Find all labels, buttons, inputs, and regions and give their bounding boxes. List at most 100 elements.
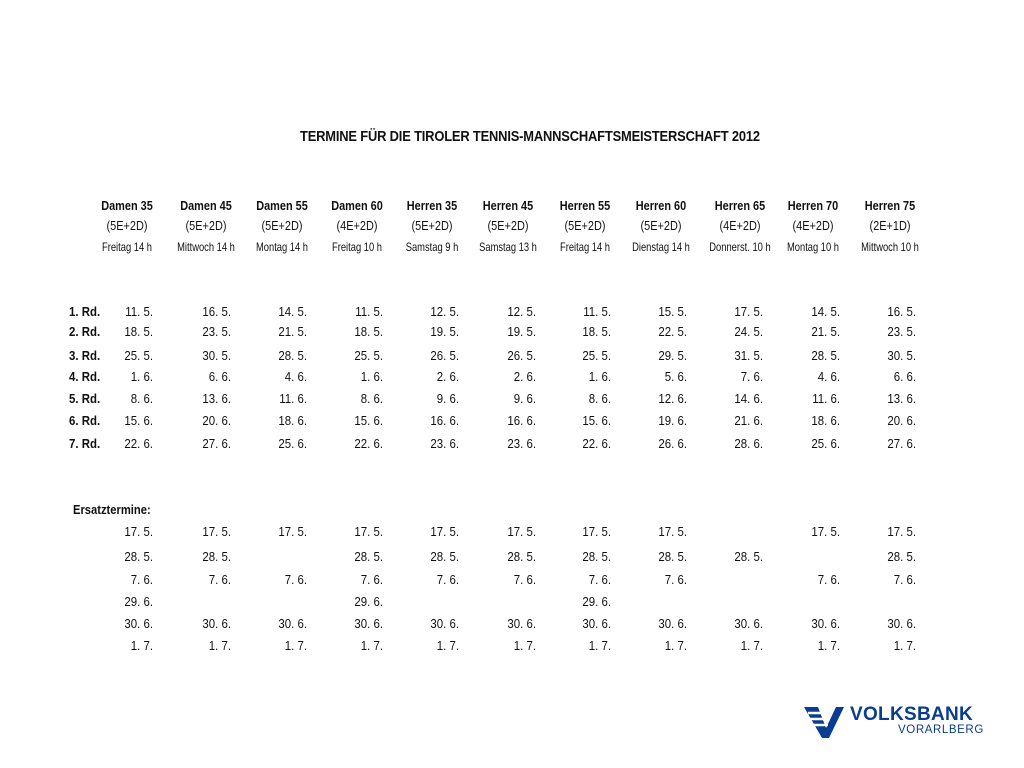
ersatz-cell: 7. 6. <box>513 572 536 587</box>
ersatz-cell: 28. 5. <box>658 549 687 564</box>
table-cell: 11. 5. <box>583 304 611 319</box>
column-header-time: Mittwoch 14 h <box>177 240 235 254</box>
table-cell: 22. 6. <box>124 436 153 451</box>
column-header-time: Montag 10 h <box>786 240 840 254</box>
table-cell: 15. 6. <box>354 413 383 428</box>
table-cell: 15. 6. <box>582 413 611 428</box>
ersatz-cell: 28. 5. <box>507 549 536 564</box>
round-label: 3. Rd. <box>69 348 101 363</box>
column-header-format: (2E+1D) <box>869 218 911 233</box>
table-cell: 12. 5. <box>430 304 459 319</box>
table-cell: 16. 5. <box>887 304 916 319</box>
table-cell: 23. 5. <box>887 324 916 339</box>
table-cell: 5. 6. <box>664 369 687 384</box>
ersatz-cell: 30. 6. <box>658 616 687 631</box>
ersatz-cell: 30. 6. <box>507 616 536 631</box>
ersatz-cell: 28. 5. <box>354 549 383 564</box>
ersatz-cell: 1. 7. <box>208 638 231 653</box>
column-header-format: (4E+2D) <box>719 218 761 233</box>
table-cell: 21. 6. <box>734 413 763 428</box>
column-header-name: Damen 55 <box>256 198 308 213</box>
table-cell: 27. 6. <box>202 436 231 451</box>
table-cell: 28. 5. <box>278 348 307 363</box>
table-cell: 2. 6. <box>513 369 536 384</box>
table-cell: 20. 6. <box>202 413 231 428</box>
ersatz-cell: 7. 6. <box>130 572 153 587</box>
column-header-name: Herren 60 <box>635 198 687 213</box>
column-header-format: (5E+2D) <box>411 218 453 233</box>
ersatz-cell: 17. 5. <box>124 524 153 539</box>
table-cell: 25. 6. <box>811 436 840 451</box>
table-cell: 22. 6. <box>582 436 611 451</box>
column-header-name: Damen 60 <box>331 198 383 213</box>
table-cell: 31. 5. <box>734 348 763 363</box>
table-cell: 18. 6. <box>811 413 840 428</box>
round-label: 6. Rd. <box>69 413 101 428</box>
table-cell: 14. 6. <box>734 391 763 406</box>
ersatz-cell: 1. 7. <box>436 638 459 653</box>
table-cell: 29. 5. <box>658 348 687 363</box>
ersatz-cell: 30. 6. <box>734 616 763 631</box>
table-cell: 13. 6. <box>202 391 231 406</box>
table-cell: 26. 5. <box>430 348 459 363</box>
ersatz-cell: 1. 7. <box>588 638 611 653</box>
ersatz-cell: 30. 6. <box>430 616 459 631</box>
ersatz-cell: 17. 5. <box>887 524 916 539</box>
table-cell: 4. 6. <box>284 369 307 384</box>
ersatz-cell: 29. 6. <box>354 594 383 609</box>
table-cell: 1. 6. <box>360 369 383 384</box>
table-cell: 17. 5. <box>734 304 763 319</box>
column-header-format: (5E+2D) <box>185 218 227 233</box>
table-cell: 9. 6. <box>436 391 459 406</box>
ersatz-cell: 30. 6. <box>582 616 611 631</box>
ersatz-cell: 1. 7. <box>664 638 687 653</box>
table-cell: 26. 6. <box>658 436 687 451</box>
volksbank-v-icon <box>804 707 844 738</box>
table-cell: 8. 6. <box>360 391 383 406</box>
ersatz-cell: 1. 7. <box>740 638 763 653</box>
table-cell: 22. 6. <box>354 436 383 451</box>
table-cell: 4. 6. <box>817 369 840 384</box>
ersatz-cell: 30. 6. <box>887 616 916 631</box>
ersatz-cell: 30. 6. <box>202 616 231 631</box>
column-header-format: (5E+2D) <box>640 218 682 233</box>
ersatz-cell: 28. 5. <box>202 549 231 564</box>
column-header-time: Freitag 14 h <box>102 240 152 254</box>
ersatz-cell: 30. 6. <box>124 616 153 631</box>
column-header-format: (4E+2D) <box>336 218 378 233</box>
table-cell: 21. 5. <box>811 324 840 339</box>
ersatz-cell: 7. 6. <box>284 572 307 587</box>
ersatz-cell: 1. 7. <box>284 638 307 653</box>
ersatz-cell: 30. 6. <box>811 616 840 631</box>
logo-brand-text: VOLKSBANK <box>850 704 974 725</box>
table-cell: 25. 5. <box>124 348 153 363</box>
column-header-name: Damen 45 <box>180 198 232 213</box>
table-cell: 18. 6. <box>278 413 307 428</box>
table-cell: 15. 6. <box>124 413 153 428</box>
table-cell: 25. 5. <box>354 348 383 363</box>
ersatz-cell: 1. 7. <box>893 638 916 653</box>
table-cell: 14. 5. <box>278 304 307 319</box>
column-header-name: Damen 35 <box>101 198 153 213</box>
column-header-name: Herren 65 <box>714 198 766 213</box>
round-label: 1. Rd. <box>69 304 101 319</box>
column-header-time: Donnerst. 10 h <box>709 240 771 254</box>
column-header-format: (4E+2D) <box>792 218 834 233</box>
table-cell: 11. 6. <box>812 391 840 406</box>
table-cell: 7. 6. <box>740 369 763 384</box>
column-header-format: (5E+2D) <box>487 218 529 233</box>
ersatz-cell: 7. 6. <box>664 572 687 587</box>
ersatz-cell: 17. 5. <box>278 524 307 539</box>
ersatz-cell: 17. 5. <box>507 524 536 539</box>
table-cell: 20. 6. <box>887 413 916 428</box>
table-cell: 19. 6. <box>658 413 687 428</box>
ersatz-cell: 29. 6. <box>582 594 611 609</box>
ersatz-cell: 28. 5. <box>887 549 916 564</box>
ersatz-cell: 29. 6. <box>124 594 153 609</box>
ersatz-cell: 1. 7. <box>513 638 536 653</box>
column-header-time: Samstag 9 h <box>405 240 459 254</box>
column-header-format: (5E+2D) <box>261 218 303 233</box>
table-cell: 13. 6. <box>887 391 916 406</box>
ersatz-label: Ersatztermine: <box>73 502 151 517</box>
column-header-format: (5E+2D) <box>106 218 148 233</box>
